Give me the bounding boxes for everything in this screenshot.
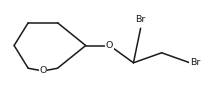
Text: Br: Br xyxy=(190,58,200,67)
Text: O: O xyxy=(39,67,47,75)
Text: O: O xyxy=(106,41,113,50)
Text: Br: Br xyxy=(135,15,146,24)
